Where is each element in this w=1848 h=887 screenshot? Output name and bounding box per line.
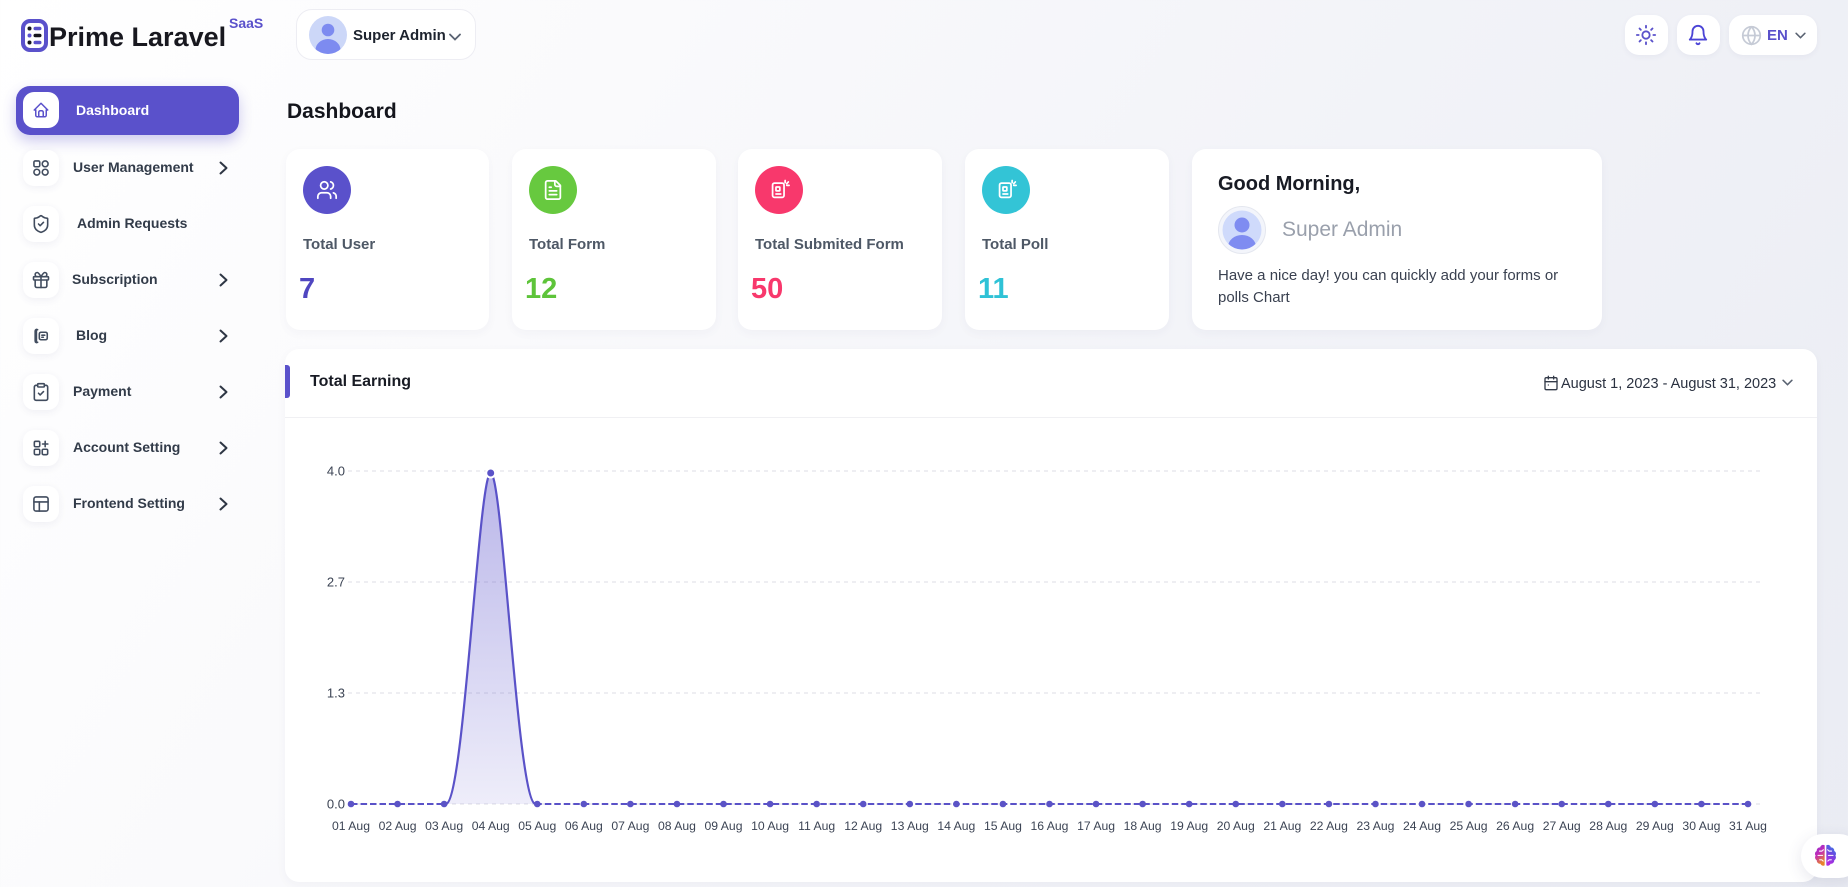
svg-text:29 Aug: 29 Aug	[1636, 819, 1674, 833]
svg-text:11 Aug: 11 Aug	[798, 819, 835, 833]
svg-text:2.7: 2.7	[327, 575, 345, 590]
svg-text:15 Aug: 15 Aug	[984, 819, 1022, 833]
svg-text:1.3: 1.3	[327, 686, 345, 701]
svg-text:05 Aug: 05 Aug	[518, 819, 556, 833]
svg-text:04 Aug: 04 Aug	[472, 819, 510, 833]
svg-text:23 Aug: 23 Aug	[1356, 819, 1394, 833]
svg-text:07 Aug: 07 Aug	[611, 819, 649, 833]
svg-text:18 Aug: 18 Aug	[1124, 819, 1162, 833]
svg-text:08 Aug: 08 Aug	[658, 819, 696, 833]
svg-text:21 Aug: 21 Aug	[1263, 819, 1301, 833]
svg-text:17 Aug: 17 Aug	[1077, 819, 1115, 833]
svg-text:0.0: 0.0	[327, 797, 345, 812]
svg-text:26 Aug: 26 Aug	[1496, 819, 1534, 833]
svg-text:06 Aug: 06 Aug	[565, 819, 603, 833]
svg-text:10 Aug: 10 Aug	[751, 819, 789, 833]
svg-text:13 Aug: 13 Aug	[891, 819, 929, 833]
svg-text:14 Aug: 14 Aug	[937, 819, 975, 833]
svg-text:03 Aug: 03 Aug	[425, 819, 463, 833]
svg-text:25 Aug: 25 Aug	[1450, 819, 1488, 833]
svg-text:12 Aug: 12 Aug	[844, 819, 882, 833]
svg-text:02 Aug: 02 Aug	[379, 819, 417, 833]
svg-text:4.0: 4.0	[327, 464, 345, 479]
svg-text:31 Aug: 31 Aug	[1729, 819, 1767, 833]
svg-text:01 Aug: 01 Aug	[332, 819, 370, 833]
svg-text:27 Aug: 27 Aug	[1543, 819, 1581, 833]
svg-text:16 Aug: 16 Aug	[1031, 819, 1069, 833]
svg-text:30 Aug: 30 Aug	[1682, 819, 1720, 833]
svg-text:20 Aug: 20 Aug	[1217, 819, 1255, 833]
svg-text:22 Aug: 22 Aug	[1310, 819, 1348, 833]
svg-text:28 Aug: 28 Aug	[1589, 819, 1627, 833]
svg-text:19 Aug: 19 Aug	[1170, 819, 1208, 833]
svg-text:24 Aug: 24 Aug	[1403, 819, 1441, 833]
svg-text:09 Aug: 09 Aug	[705, 819, 743, 833]
